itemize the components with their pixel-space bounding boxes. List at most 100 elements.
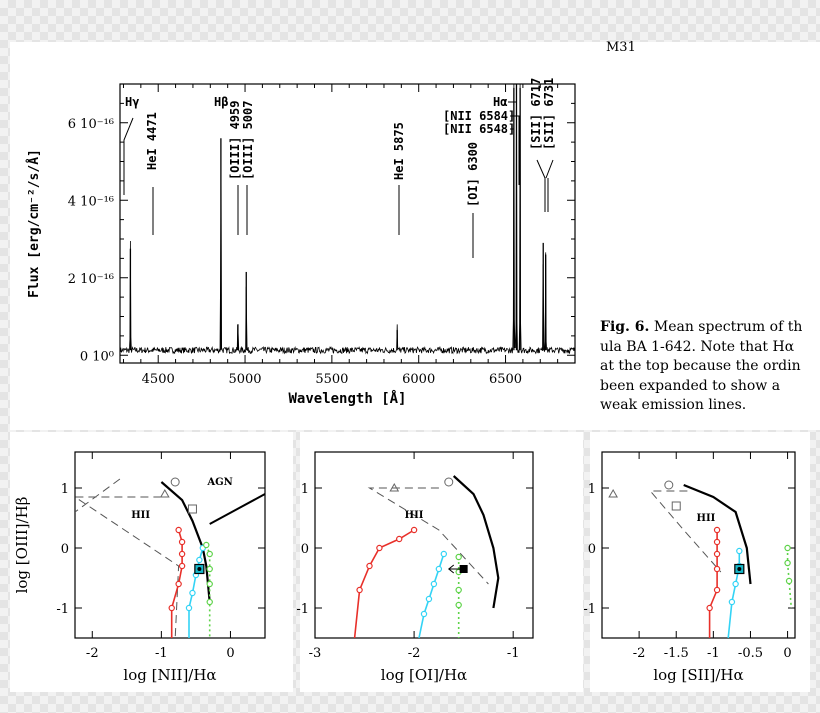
x-axis-label: log [NII]/Hα [123, 666, 216, 684]
diagnostic-frame [314, 451, 534, 639]
x-tick-label: -2 [86, 646, 99, 661]
model-point-green [203, 541, 210, 549]
x-axis-label: log [SII]/Hα [653, 666, 743, 684]
line-label: [SII] 6717 [529, 78, 543, 150]
model-point-cyan [736, 547, 743, 555]
spectrum-panel [10, 42, 605, 430]
observed-point [459, 565, 468, 573]
caption-line-4: been expanded to show a [600, 377, 781, 394]
x-axis-label: log [OI]/Hα [381, 666, 467, 684]
model-point-red [168, 604, 175, 612]
triangle-marker [608, 488, 618, 498]
y-tick-label: 1 [301, 482, 309, 497]
spectrum-line [119, 83, 576, 355]
x-tick-label: -0.5 [738, 646, 763, 661]
max-starburst-line [452, 475, 500, 609]
max-starburst-line [160, 481, 211, 603]
spectrum-y-axis-label: Flux [erg/cm⁻²/s/Å] [26, 149, 42, 298]
model-track-red [353, 529, 415, 638]
y-tick-label: 0 [61, 542, 69, 557]
x-tick-label: -1 [707, 646, 720, 661]
line-label: Hα [493, 95, 507, 109]
square-marker [671, 501, 681, 511]
region-label: HII [131, 510, 150, 521]
model-point-cyan [440, 550, 448, 558]
x-tick-label: 0 [783, 646, 791, 661]
model-point-red [713, 538, 721, 546]
diagnostic-chart: -2 -1.5 -1 -0.5 0 -1 0 1 log [SII]/Hα HII [583, 451, 796, 684]
y-tick-label: -1 [296, 602, 309, 617]
dashed-boundary [75, 496, 180, 638]
diagnostic-chart: -2 -1 0 -1 0 1 log [NII]/Hα log [OIII]/Hβ AGN HII [13, 451, 266, 684]
model-point-cyan [728, 598, 736, 606]
line-label: HeI 4471 [145, 112, 159, 170]
model-point-red [410, 526, 418, 534]
y-axis-label: log [OIII]/Hβ [13, 497, 31, 594]
model-point-red [178, 562, 186, 570]
diagnostic-chart: -3 -2 -1 -1 0 1 log [OI]/Hα HII [296, 451, 534, 684]
dashed-boundary-outer [75, 478, 121, 513]
caption-line-2: ula BA 1-642. Note that Hα [600, 338, 795, 355]
triangle-marker [389, 482, 400, 492]
line-label: [OIII] 4959 [228, 101, 242, 180]
circle-marker [444, 477, 454, 487]
spectrum-chart: 4500 5000 5500 6000 6500 0 10⁰ 2 10⁻¹⁶ 4 10⁻¹⁶ 6… [26, 78, 576, 407]
triangle-marker [159, 488, 170, 498]
diagnostic-frame [74, 451, 266, 639]
spectrum-y-tick-label: 4 10⁻¹⁶ [68, 194, 114, 209]
dashed-boundary [367, 487, 489, 585]
model-point-green [785, 577, 793, 585]
y-tick-label: 0 [588, 542, 596, 557]
line-label: [SII] 6731 [542, 78, 556, 150]
x-tick-label: -1.5 [664, 646, 689, 661]
x-tick-label: -2 [633, 646, 646, 661]
upper-limit-arrowhead [447, 564, 455, 574]
diagnostic-panel-sii [590, 432, 810, 692]
line-label-leader [510, 115, 520, 185]
max-starburst-line [683, 483, 752, 585]
model-point-cyan [420, 610, 428, 618]
x-tick-label: -1 [507, 646, 520, 661]
diagnostic-panel-nii [10, 432, 293, 692]
plot-area: AGN HII [75, 477, 265, 638]
plot-area: HII [608, 480, 793, 638]
plot-area: HII [353, 475, 500, 638]
model-point-green [206, 580, 213, 588]
model-point-red [178, 550, 186, 558]
line-label: [OI] 6300 [466, 142, 480, 207]
line-label: Hβ [214, 95, 228, 109]
y-tick-label: -1 [583, 602, 596, 617]
spectrum-frame [119, 83, 576, 364]
y-tick-label: 0 [301, 542, 309, 557]
model-point-red [175, 580, 182, 588]
model-point-red [713, 586, 721, 594]
model-point-cyan [732, 580, 739, 588]
caption-line-5: weak emission lines. [600, 397, 747, 413]
line-label: [NII 6548] [443, 122, 515, 136]
diagnostic-frame [601, 451, 796, 639]
line-label-leader [123, 117, 134, 195]
line-label: [OIII] 5007 [241, 101, 255, 180]
model-point-green [206, 565, 213, 573]
sii-leader [536, 159, 554, 212]
square-marker [187, 504, 197, 514]
line-label-leader [510, 128, 515, 215]
spectrum-y-tick-label: 2 10⁻¹⁶ [68, 272, 114, 287]
header-label: M31 [606, 40, 636, 55]
model-point-green [206, 550, 213, 558]
model-point-red [713, 526, 721, 534]
line-label: Hγ [125, 95, 139, 109]
model-point-cyan [425, 595, 433, 603]
x-tick-label: -1 [155, 646, 168, 661]
model-point-green [455, 601, 462, 609]
observed-point-core [197, 567, 202, 571]
model-point-red [713, 565, 721, 573]
circle-marker [170, 477, 180, 487]
model-point-green [784, 544, 791, 552]
dashed-boundary [649, 490, 722, 573]
model-point-red [376, 544, 383, 552]
spectrum-y-tick-label: 0 10⁰ [80, 349, 114, 364]
caption-line-3: at the top because the ordin [600, 358, 801, 374]
model-point-green [206, 598, 213, 606]
